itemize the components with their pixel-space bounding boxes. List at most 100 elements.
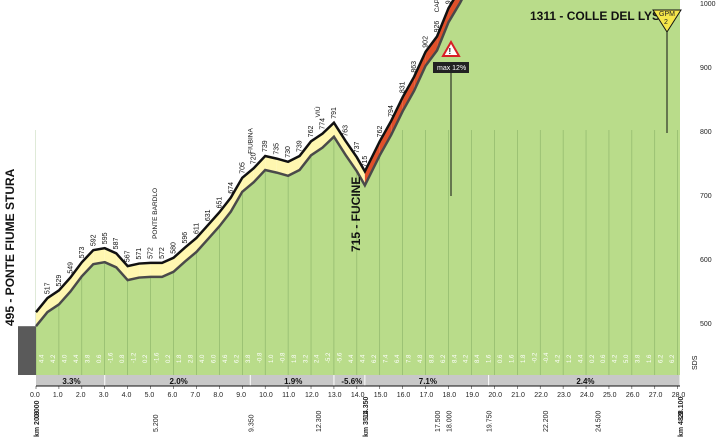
road-segment: [356, 157, 365, 186]
y-tick-label: 600: [700, 257, 712, 264]
altitude-label: 572: [148, 247, 155, 259]
km-marker-label: 22.200: [543, 410, 550, 432]
gpm-badge: GPM 2: [652, 9, 682, 133]
grade-values: 4.4 4.2 4.0 4.4 3.8 0.6 -1.6 0.8 -1.2 0.2 -1.6 0.2 1…: [40, 352, 676, 363]
grade-value: 1.8: [177, 354, 183, 363]
place-label: VIÙ: [313, 106, 322, 117]
x-tick-label: 27.0: [649, 392, 663, 399]
grade-value: -0.2: [532, 352, 538, 363]
road-segment: [299, 141, 312, 171]
grade-value: 6.2: [235, 354, 241, 363]
grade-value: 0.2: [143, 354, 149, 363]
grade-value: 3.8: [86, 354, 92, 363]
altitude-label: 705: [239, 162, 246, 174]
grade-value: 0.6: [498, 354, 504, 363]
grade-value: 3.8: [246, 354, 252, 363]
altitude-label: 730: [285, 146, 292, 158]
x-tick-label: 28.0: [672, 392, 686, 399]
gradient-section-label: 7.1%: [419, 377, 437, 386]
altitude-label: 674: [228, 182, 235, 194]
km-marker-label: 17.500: [435, 410, 442, 432]
grade-value: 0.6: [601, 354, 607, 363]
grade-value: -0.8: [280, 352, 286, 363]
road-segment: [58, 277, 71, 305]
road-segment: [184, 237, 197, 262]
y-tick-label: 1000: [700, 1, 716, 8]
grade-value: 0.2: [166, 354, 172, 363]
road-segment: [230, 177, 243, 212]
grade-value: 4.2: [555, 354, 561, 363]
altitude-label: 762: [377, 126, 384, 138]
road-segment: [93, 248, 105, 265]
road-top-edge: [35, 0, 455, 313]
x-tick-label: 4.0: [122, 392, 132, 399]
altitude-label: 970: [446, 0, 453, 4]
altitude-label: 739: [297, 140, 304, 152]
grade-value: 3.2: [303, 354, 309, 363]
gpm-triangle-icon: [652, 9, 682, 33]
place-label: PONTE BARDLO: [152, 188, 159, 239]
grade-value: 2.4: [315, 354, 321, 363]
grade-value: 4.4: [74, 354, 80, 363]
x-tick-label: 1.0: [53, 392, 63, 399]
altitude-label: 571: [136, 248, 143, 260]
x-tick-label: 24.0: [580, 392, 594, 399]
x-tick-label: 2.0: [76, 392, 86, 399]
warning-triangle-icon: [441, 39, 461, 57]
altitude-label: 926: [434, 21, 441, 33]
grade-value: 2.8: [189, 354, 195, 363]
grade-value: 7.8: [406, 354, 412, 363]
altitude-label: 587: [113, 238, 120, 250]
grade-value: 6.4: [395, 354, 401, 363]
km-marker-label: 18.000: [447, 410, 454, 432]
start-block: [18, 326, 36, 375]
x-tick-label: 7.0: [190, 392, 200, 399]
grade-value: -1.2: [131, 352, 137, 363]
x-tick-label: 26.0: [626, 392, 640, 399]
place-label: CAPITELLO: [434, 0, 441, 12]
place-labels: PONTE BARDLOFIUBINAVIÙCAPITELLOBIOLA/FOR…: [152, 0, 441, 239]
grade-value: 0.2: [590, 354, 596, 363]
altitude-label: 863: [411, 61, 418, 73]
altitude-label: 791: [331, 107, 338, 119]
altitude-label: 596: [182, 232, 189, 244]
grade-value: 8.4: [452, 354, 458, 363]
gradient-band-bg: [36, 375, 680, 386]
altitude-labels: 517 529 549 573 592 595 587 567 571 572 572 580 596 6…: [44, 0, 453, 294]
max-gradient-marker: ! max 12%: [433, 39, 469, 196]
gradient-section-label: 3.3%: [62, 377, 80, 386]
grade-value: 3.8: [636, 354, 642, 363]
grade-value: 4.6: [223, 354, 229, 363]
road-segment: [173, 247, 185, 272]
x-tick-label: 8.0: [213, 392, 223, 399]
grade-value: -0.8: [257, 352, 263, 363]
grade-value: 4.2: [613, 354, 619, 363]
road-segment: [36, 298, 48, 327]
x-tick-label: 9.0: [236, 392, 246, 399]
grade-value: 1.6: [647, 354, 653, 363]
mid-km-total: km 35.1: [363, 411, 370, 437]
y-tick-label: 900: [700, 65, 712, 72]
x-axis: 0.0 1.0 2.0 3.0 4.0 5.0 6.0 7.0 8.0 9.0 10.0 11.0 12…: [30, 385, 686, 437]
altitude-label: 611: [193, 223, 200, 234]
altitude-label: 572: [159, 247, 166, 259]
x-tick-label: 21.0: [511, 392, 525, 399]
x-tick-label: 25.0: [603, 392, 617, 399]
grade-value: 0.6: [97, 354, 103, 363]
start-km-total: km 20.8: [34, 411, 41, 437]
chart-title: 1311 - COLLE DEL LYS: [530, 9, 660, 23]
x-tick-label: 5.0: [145, 392, 155, 399]
grade-value: 4.4: [349, 354, 355, 363]
road-segment: [322, 122, 334, 148]
road-segment: [219, 197, 231, 227]
road-segment: [276, 158, 289, 176]
x-tick-label: 11.0: [282, 392, 295, 399]
grade-value: 4.0: [200, 354, 206, 363]
grade-value: 1.2: [567, 354, 573, 363]
grade-value: -5.6: [338, 352, 344, 363]
grade-value: -5.2: [326, 352, 332, 363]
altitude-label: 739: [262, 140, 269, 152]
grade-value: -1.6: [108, 352, 114, 363]
altitude-label: 529: [56, 275, 63, 287]
altitude-label: 549: [67, 262, 74, 274]
